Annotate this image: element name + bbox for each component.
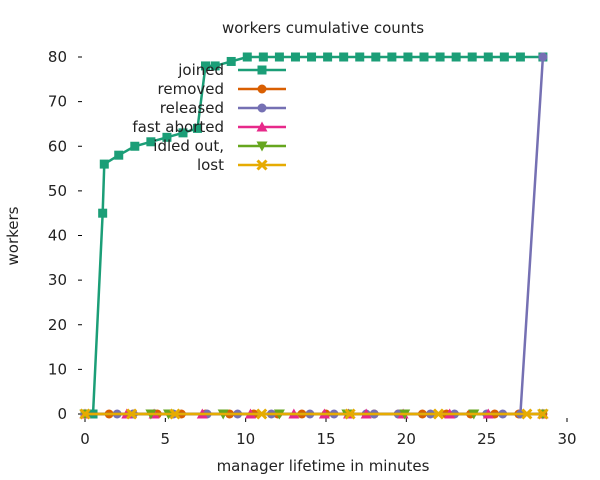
data-point — [499, 52, 509, 62]
series-released — [80, 52, 548, 419]
legend-label: removed — [158, 80, 224, 98]
x-tick-label: 10 — [236, 430, 255, 448]
legend-marker — [257, 84, 267, 94]
legend-item: lost — [197, 156, 286, 174]
data-point — [435, 52, 445, 62]
y-tick-label: 70 — [48, 93, 67, 111]
data-point — [451, 52, 461, 62]
series-line — [85, 55, 543, 416]
legend-label: idled out, — [153, 137, 224, 155]
x-tick-label: 25 — [477, 430, 496, 448]
y-tick-label: 20 — [48, 316, 67, 334]
chart-title: workers cumulative counts — [222, 19, 424, 37]
data-point — [210, 61, 220, 71]
data-point — [256, 408, 268, 420]
data-point — [146, 137, 156, 147]
x-tick-label: 30 — [557, 430, 576, 448]
legend-label: released — [160, 99, 224, 117]
y-tick-label: 10 — [48, 360, 67, 378]
data-point — [323, 52, 333, 62]
data-point — [162, 132, 172, 142]
data-point — [521, 408, 533, 420]
axes: 0 10 20 30 40 50 60 70 80 0 5 10 15 20 25 30 — [48, 48, 577, 448]
y-tick-label: 30 — [48, 271, 67, 289]
data-point — [178, 128, 188, 138]
x-tick-label: 20 — [397, 430, 416, 448]
data-point — [99, 159, 109, 169]
y-tick-label: 60 — [48, 137, 67, 155]
data-point — [201, 61, 210, 71]
data-point — [79, 408, 91, 420]
legend-item: fast aborted — [132, 118, 286, 136]
series-layer — [79, 52, 549, 420]
legend-item: idled out, — [153, 137, 286, 155]
data-point — [419, 52, 429, 62]
data-point — [538, 52, 548, 62]
series-joined — [80, 52, 548, 419]
data-point — [98, 208, 108, 218]
x-tick-label: 15 — [316, 430, 335, 448]
data-point — [515, 52, 525, 62]
data-point — [290, 52, 300, 62]
data-point — [467, 52, 477, 62]
data-point — [339, 52, 349, 62]
legend-item: joined — [177, 61, 286, 79]
data-point — [307, 52, 317, 62]
legend-marker — [256, 159, 268, 171]
y-tick-label: 40 — [48, 227, 67, 245]
legend-item: removed — [158, 80, 286, 98]
x-tick-label: 5 — [161, 430, 171, 448]
data-point — [130, 141, 140, 151]
legend-item: released — [160, 99, 286, 117]
data-point — [226, 56, 236, 66]
data-point — [242, 52, 252, 62]
data-point — [344, 408, 356, 420]
legend-marker — [257, 65, 267, 75]
data-point — [126, 408, 138, 420]
series-lost — [79, 408, 549, 420]
y-tick-label: 50 — [48, 182, 67, 200]
y-tick-label: 80 — [48, 48, 67, 66]
legend-marker — [256, 141, 268, 152]
x-tick-label: 0 — [80, 430, 90, 448]
legend-label: joined — [177, 61, 224, 79]
legend-label: lost — [197, 156, 224, 174]
data-point — [192, 123, 202, 133]
legend-label: fast aborted — [132, 118, 224, 136]
data-point — [432, 408, 445, 420]
data-point — [403, 52, 413, 62]
series-line — [85, 56, 545, 416]
data-point — [483, 52, 493, 62]
y-tick-label: 0 — [57, 405, 67, 423]
data-point — [274, 52, 284, 62]
legend-marker — [257, 103, 267, 113]
legend-marker — [256, 121, 268, 132]
data-point — [537, 408, 549, 420]
data-point — [355, 52, 365, 62]
data-point — [114, 150, 124, 160]
y-axis-label: workers — [4, 206, 22, 265]
data-point — [258, 52, 268, 62]
x-axis-label: manager lifetime in minutes — [217, 457, 430, 475]
data-point — [387, 52, 397, 62]
data-point — [371, 52, 381, 62]
data-point — [169, 408, 181, 420]
